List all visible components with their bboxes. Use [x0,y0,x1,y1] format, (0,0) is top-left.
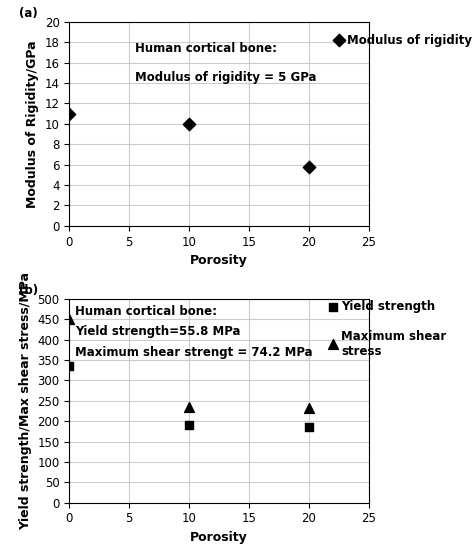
Text: Yield strength=55.8 MPa: Yield strength=55.8 MPa [75,325,241,338]
Text: (a): (a) [18,7,37,20]
Point [65,361,73,370]
Text: Maximum shear strengt = 74.2 MPa: Maximum shear strengt = 74.2 MPa [75,345,313,359]
Point [329,302,337,311]
Y-axis label: Yield strength/Max shear stress/MPa: Yield strength/Max shear stress/MPa [19,272,32,530]
Point [65,315,73,323]
X-axis label: Porosity: Porosity [190,531,248,544]
Text: Human cortical bone:: Human cortical bone: [135,42,277,55]
Point [335,36,342,45]
Text: Modulus of rigidity: Modulus of rigidity [347,34,472,47]
Text: (b): (b) [18,284,37,297]
X-axis label: Porosity: Porosity [190,254,248,267]
Text: Maximum shear
stress: Maximum shear stress [341,329,446,358]
Text: Yield strength: Yield strength [341,300,435,314]
Point [305,423,312,431]
Point [65,109,73,118]
Point [305,163,312,171]
Text: Human cortical bone:: Human cortical bone: [75,305,218,318]
Point [185,120,193,128]
Point [185,421,193,430]
Point [329,339,337,348]
Point [305,404,312,413]
Text: Modulus of rigidity = 5 GPa: Modulus of rigidity = 5 GPa [135,71,317,84]
Point [185,402,193,411]
Y-axis label: Modulus of Rigidity/GPa: Modulus of Rigidity/GPa [26,40,39,208]
